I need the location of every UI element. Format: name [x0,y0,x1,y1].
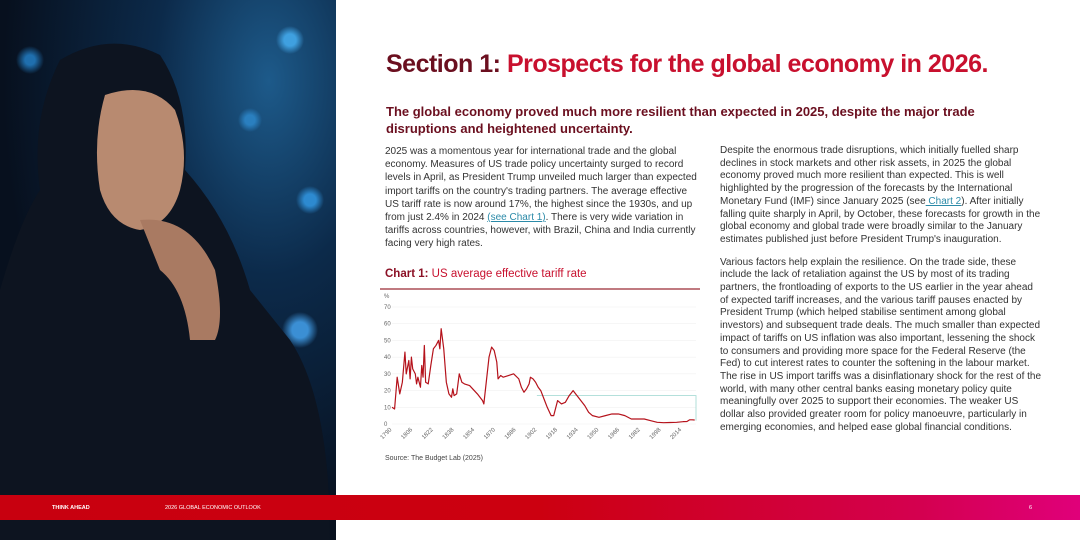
x-tick-label: 1950 [587,427,601,441]
right-column: Despite the enormous trade disruptions, … [720,145,1042,444]
x-tick-label: 1918 [545,427,559,441]
chart-title: Chart 1: US average effective tariff rat… [385,268,587,280]
y-tick-label: 0 [384,422,388,428]
x-tick-label: 1982 [628,427,642,441]
chart-1-link[interactable]: (see Chart 1) [487,212,546,224]
x-tick-label: 1854 [463,427,477,441]
woman-figure [0,43,330,540]
y-tick-label: 60 [384,322,391,328]
x-tick-label: 1998 [649,427,663,441]
page-number: 6 [1029,505,1033,511]
footer-bar: THINK AHEAD 2026 GLOBAL ECONOMIC OUTLOOK… [0,495,1080,520]
cover-photo [0,0,336,540]
left-column: 2025 was a momentous year for internatio… [385,145,699,261]
x-tick-label: 2014 [669,427,683,441]
x-tick-label: 1822 [421,427,435,441]
y-tick-label: 70 [384,305,391,311]
reference-line-current-rate [536,395,697,421]
y-tick-label: 30 [384,372,391,378]
y-tick-label: 10 [384,405,391,411]
y-axis-unit: % [384,294,390,300]
y-tick-label: 40 [384,355,391,361]
tariff-rate-line [391,328,695,424]
chart-2-link[interactable]: Chart 2 [925,195,962,207]
paragraph: Various factors help explain the resilie… [720,256,1042,433]
y-tick-label: 50 [384,338,391,344]
x-tick-label: 1966 [607,427,621,441]
x-tick-label: 1870 [483,427,497,441]
paragraph: 2025 was a momentous year for internatio… [385,146,697,250]
paragraph: Despite the enormous trade disruptions, … [720,145,1041,245]
x-tick-label: 1790 [380,427,394,441]
tariff-chart: % 0 10 20 30 40 50 60 70 1790 1806 1822 1838 1854 1870… [380,288,700,441]
x-tick-label: 1902 [525,427,539,441]
chart-source: Source: The Budget Lab (2025) [385,455,483,462]
section-subtitle: The global economy proved much more resi… [386,104,975,136]
x-tick-label: 1886 [504,427,518,441]
x-tick-label: 1838 [442,427,456,441]
y-tick-label: 20 [384,389,391,395]
document-page: Section 1: Prospects for the global econ… [336,0,1080,540]
footer-brand: THINK AHEAD [52,505,90,511]
footer-publication: 2026 GLOBAL ECONOMIC OUTLOOK [165,505,261,511]
section-title: Section 1: Prospects for the global econ… [386,50,988,78]
x-tick-label: 1806 [400,427,414,441]
x-tick-label: 1934 [566,427,580,441]
